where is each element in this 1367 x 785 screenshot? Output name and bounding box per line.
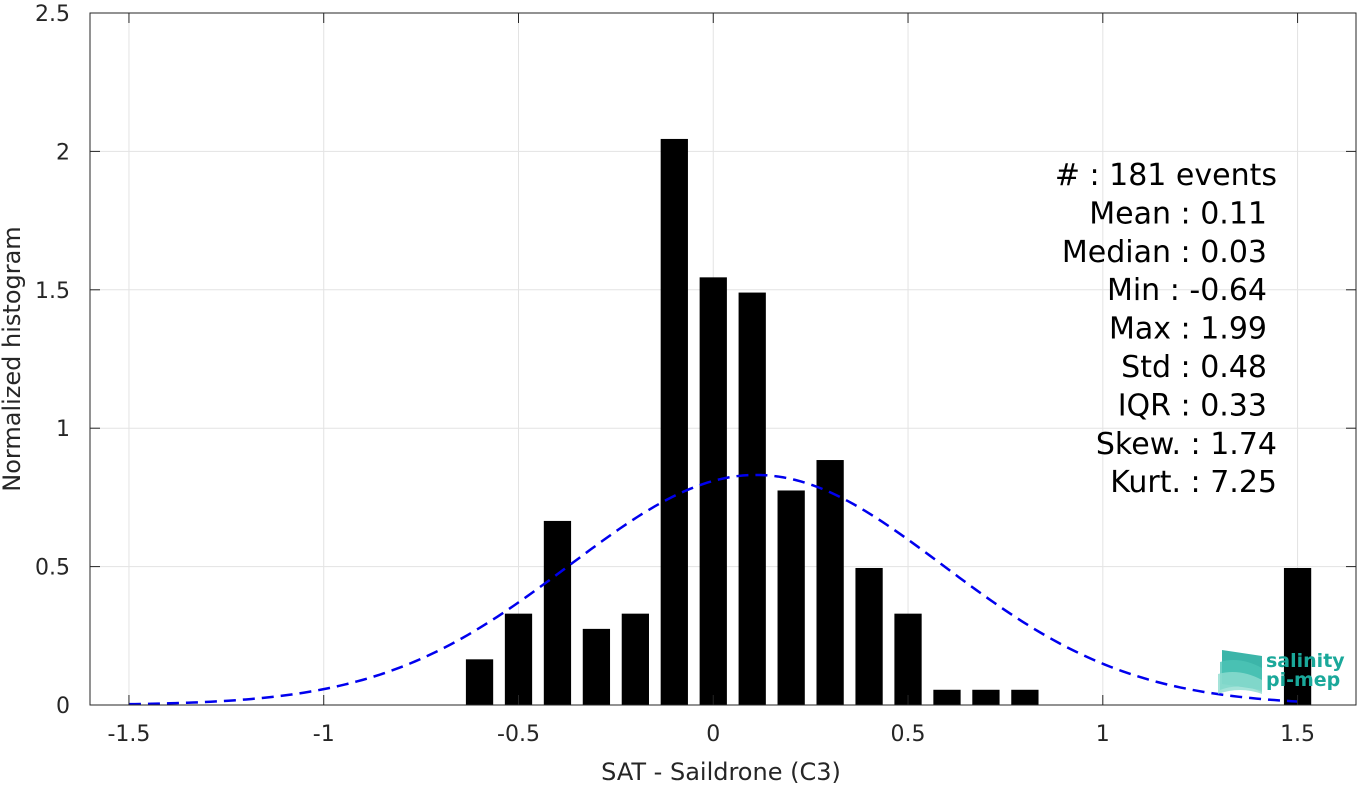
y-tick-label: 0	[56, 694, 70, 719]
x-tick-label: 1.5	[1280, 722, 1315, 747]
histogram-bar	[660, 138, 688, 706]
axes-box	[89, 12, 1357, 706]
histogram-bar	[972, 689, 1000, 705]
logo-text-line2: pi-mep	[1266, 669, 1340, 691]
x-tick-label: -0.5	[497, 722, 540, 747]
histogram-bar	[855, 567, 883, 705]
stat-line: Min : -0.64	[1107, 273, 1267, 308]
histogram-bar	[1011, 689, 1039, 705]
stat-line: Mean : 0.11	[1089, 196, 1267, 231]
x-tick-label: 1	[1096, 722, 1110, 747]
x-tick-label: -1.5	[107, 722, 150, 747]
axis-ticks: -1.5 -1 -0.5 0 0.5 1 1.5 0 0.5 1 1.5 2 2.5	[35, 2, 1356, 747]
y-tick-label: 0.5	[35, 556, 70, 581]
stat-line: Skew. : 1.74	[1096, 427, 1277, 462]
x-axis-label: SAT - Saildrone (C3)	[601, 758, 841, 785]
histogram-bar	[1283, 567, 1312, 705]
stat-line: IQR : 0.33	[1118, 388, 1267, 423]
stat-line: # : 181 events	[1055, 158, 1277, 193]
y-tick-label: 1	[56, 417, 70, 442]
normal-fit-curve	[128, 473, 1298, 706]
histogram-bar	[465, 659, 494, 705]
histogram-bar	[777, 490, 805, 705]
y-tick-label: 2.5	[35, 2, 70, 27]
histogram-bar	[582, 628, 611, 705]
y-tick-label: 2	[56, 140, 70, 165]
logo-wave-icon	[1218, 650, 1262, 694]
histogram-bar	[816, 460, 844, 705]
histogram-bar	[933, 689, 961, 705]
histogram-bar	[543, 520, 572, 705]
histogram-bar	[621, 613, 649, 705]
histogram-bar	[699, 277, 727, 705]
logo-text-line1: salinity	[1266, 650, 1345, 672]
salinity-pi-mep-logo: salinity pi-mep	[1218, 650, 1345, 694]
y-tick-label: 1.5	[35, 279, 70, 304]
y-axis-label: Normalized histogram	[0, 226, 26, 491]
normal-fit-line	[128, 473, 1298, 706]
histogram-bar	[738, 292, 766, 705]
histogram-bars	[465, 138, 1312, 706]
stat-line: Max : 1.99	[1109, 312, 1267, 347]
histogram-bar	[504, 613, 533, 705]
stat-line: Median : 0.03	[1062, 235, 1267, 270]
histogram-bar	[894, 613, 922, 705]
stat-line: Std : 0.48	[1121, 350, 1267, 385]
x-tick-label: 0	[706, 722, 720, 747]
stat-line: Kurt. : 7.25	[1110, 465, 1277, 500]
x-tick-label: 0.5	[891, 722, 926, 747]
x-tick-label: -1	[313, 722, 335, 747]
